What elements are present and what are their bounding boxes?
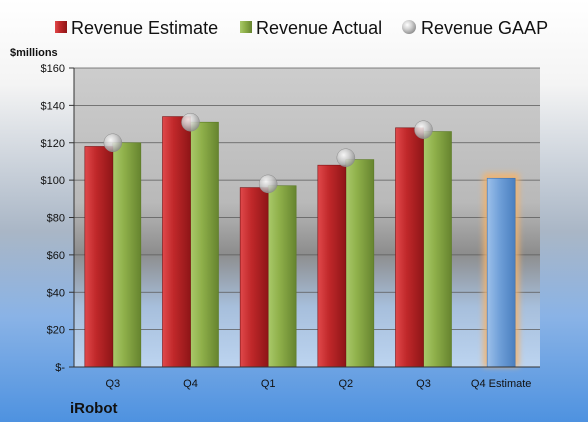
y-tick-label: $100 — [41, 175, 65, 187]
marker-revenue-gaap-3 — [336, 148, 356, 167]
legend-item-revenue-estimate: Revenue Estimate — [55, 18, 218, 38]
footer-label: iRobot — [70, 400, 117, 417]
bar-revenue-estimate-1 — [162, 116, 191, 368]
y-tick-label: $20 — [47, 325, 65, 337]
bars — [84, 116, 520, 368]
y-axis-ticks: $- $20 $40 $60 $80 $100 $120 $140 $160 — [41, 63, 75, 374]
x-axis-ticks: Q3 Q4 Q1 Q2 Q3 Q4 Estimate — [74, 366, 540, 390]
gaap-markers — [103, 112, 433, 194]
x-tick-label: Q4 — [183, 378, 198, 390]
y-tick-label: $140 — [41, 100, 65, 112]
legend-label-revenue-gaap: Revenue GAAP — [421, 18, 548, 38]
bar-revenue-estimate-3 — [317, 164, 347, 368]
y-tick-label: $60 — [47, 250, 65, 262]
legend-item-revenue-gaap: Revenue GAAP — [402, 18, 548, 38]
bar-revenue-actual-4 — [423, 131, 452, 368]
y-tick-label: $80 — [47, 213, 65, 225]
legend: Revenue Estimate Revenue Actual Revenue … — [55, 18, 548, 38]
gridlines — [74, 67, 540, 368]
bar-q4-estimate — [486, 177, 516, 368]
bar-revenue-actual-0 — [112, 142, 142, 368]
legend-label-revenue-actual: Revenue Actual — [256, 18, 382, 38]
legend-item-revenue-actual: Revenue Actual — [240, 18, 382, 38]
y-tick-label: $- — [55, 362, 65, 374]
y-tick-label: $120 — [41, 138, 65, 150]
bar-revenue-actual-3 — [345, 159, 375, 368]
x-tick-label: Q2 — [338, 378, 353, 390]
x-tick-label: Q1 — [261, 378, 276, 390]
y-tick-label: $160 — [41, 63, 65, 75]
bar-revenue-estimate-4 — [395, 127, 424, 368]
bar-revenue-estimate-2 — [239, 187, 269, 368]
y-tick-label: $40 — [47, 287, 65, 299]
x-tick-label: Q4 Estimate — [471, 378, 532, 390]
legend-label-revenue-estimate: Revenue Estimate — [71, 18, 218, 38]
marker-revenue-gaap-1 — [181, 112, 200, 132]
bar-revenue-actual-2 — [267, 185, 297, 368]
bar-revenue-estimate-0 — [84, 146, 114, 368]
y-axis-unit-label: $millions — [10, 47, 58, 59]
bar-revenue-actual-1 — [190, 121, 219, 368]
x-tick-label: Q3 — [105, 378, 120, 390]
legend-swatch-revenue-estimate — [55, 21, 67, 33]
marker-revenue-gaap-2 — [258, 174, 278, 194]
marker-revenue-gaap-4 — [414, 120, 433, 139]
legend-swatch-revenue-actual — [240, 21, 252, 33]
x-tick-label: Q3 — [416, 378, 431, 390]
legend-swatch-revenue-gaap — [402, 20, 416, 34]
marker-revenue-gaap-0 — [103, 133, 123, 152]
